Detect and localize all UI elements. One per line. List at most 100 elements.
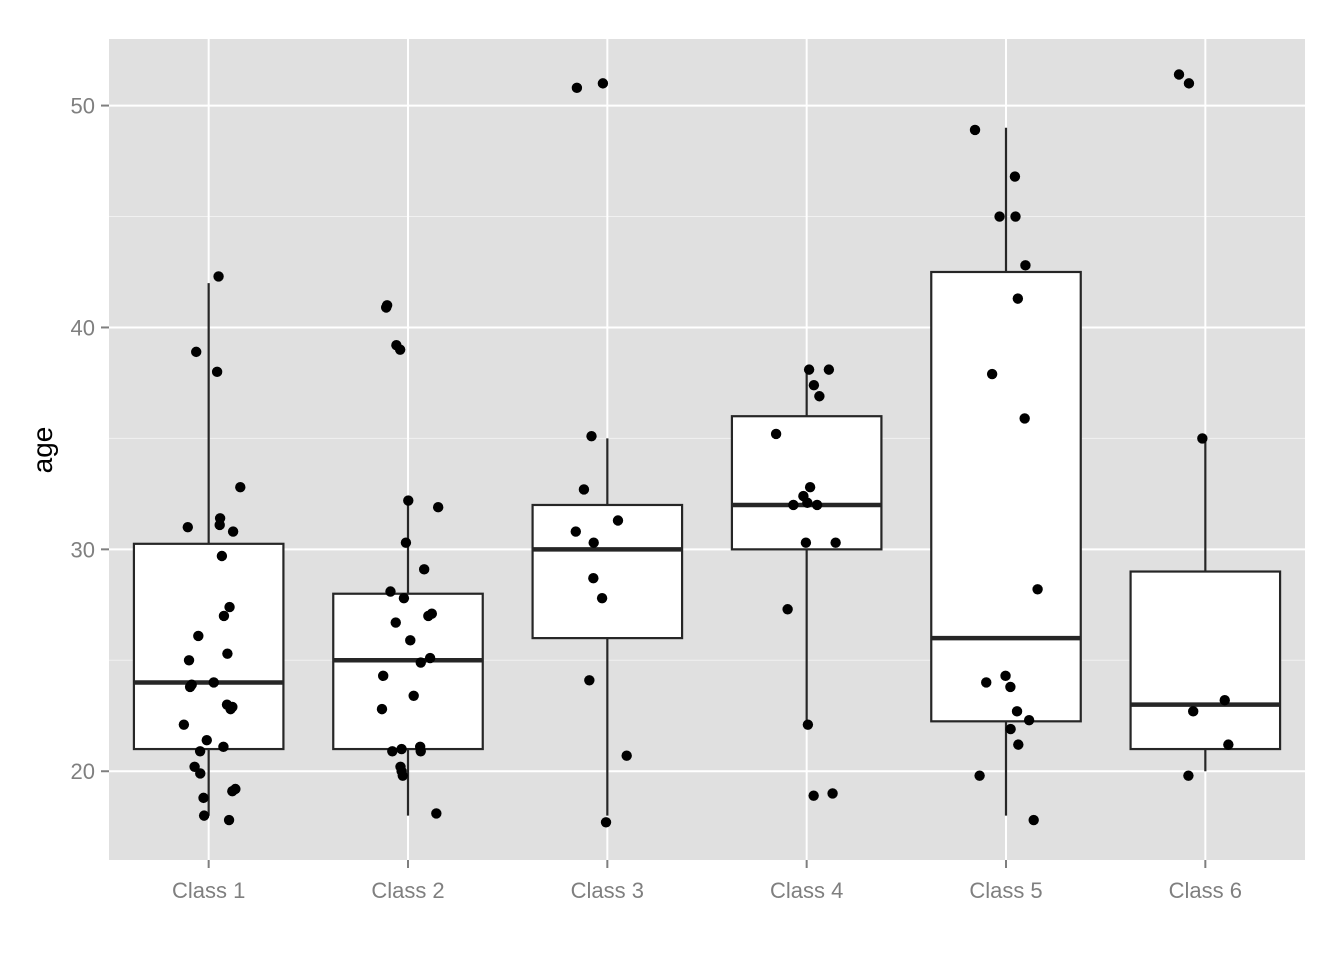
- data-point: [974, 770, 985, 781]
- data-point: [227, 526, 239, 537]
- data-point: [403, 495, 414, 506]
- data-point: [1028, 814, 1039, 826]
- data-point: [405, 635, 416, 646]
- data-point: [588, 572, 599, 584]
- data-point: [224, 601, 235, 613]
- data-point: [597, 78, 609, 89]
- data-point: [432, 501, 444, 513]
- data-point: [390, 617, 401, 628]
- data-point: [195, 768, 206, 779]
- data-point: [1011, 706, 1023, 717]
- data-point: [802, 719, 814, 730]
- x-tick-label: Class 5: [969, 878, 1042, 903]
- data-point: [415, 746, 426, 757]
- data-point: [398, 592, 410, 604]
- data-point: [198, 792, 209, 804]
- data-point: [808, 379, 820, 391]
- box: [531, 503, 684, 640]
- data-point: [570, 526, 581, 537]
- data-point: [578, 484, 590, 495]
- data-point: [227, 786, 238, 797]
- data-point: [994, 211, 1005, 222]
- data-point: [1173, 69, 1185, 80]
- data-point: [612, 515, 624, 526]
- plot-panel: [109, 39, 1305, 860]
- data-point: [418, 564, 430, 575]
- data-point: [596, 592, 608, 604]
- data-point: [802, 497, 813, 508]
- data-point: [830, 537, 841, 548]
- y-tick-label: 20: [71, 759, 95, 784]
- data-point: [396, 743, 407, 755]
- data-point: [1183, 78, 1195, 89]
- data-point: [387, 746, 398, 757]
- data-point: [823, 364, 835, 375]
- data-point: [223, 814, 235, 826]
- box: [930, 270, 1082, 723]
- data-point: [1020, 260, 1031, 271]
- data-point: [1005, 723, 1016, 735]
- data-point: [803, 364, 815, 375]
- data-point: [571, 82, 583, 94]
- data-point: [1219, 695, 1230, 706]
- data-point: [183, 655, 195, 666]
- data-point: [600, 817, 612, 828]
- data-point: [986, 368, 998, 380]
- data-point: [235, 482, 246, 493]
- y-tick-label: 50: [71, 94, 95, 119]
- data-point: [1000, 670, 1011, 682]
- data-point: [804, 482, 816, 493]
- data-point: [811, 499, 823, 511]
- x-tick-label: Class 1: [172, 878, 245, 903]
- data-point: [1023, 715, 1035, 726]
- data-point: [208, 677, 219, 688]
- data-point: [184, 681, 196, 693]
- data-point: [800, 537, 812, 548]
- data-point: [225, 703, 236, 715]
- data-point: [213, 271, 224, 282]
- data-point: [201, 734, 212, 746]
- data-point: [431, 808, 442, 819]
- data-point: [1197, 433, 1208, 444]
- data-point: [1187, 706, 1199, 717]
- data-point: [193, 630, 204, 642]
- data-point: [788, 499, 799, 511]
- data-point: [782, 604, 793, 615]
- data-point: [584, 675, 595, 686]
- data-point: [194, 746, 206, 757]
- y-axis-title: age: [27, 427, 58, 474]
- data-point: [381, 302, 392, 313]
- data-point: [424, 652, 436, 664]
- box: [730, 415, 883, 551]
- data-point: [394, 344, 406, 355]
- data-point: [1005, 681, 1016, 693]
- data-point: [1010, 211, 1021, 222]
- data-point: [969, 124, 981, 136]
- data-point: [198, 810, 210, 821]
- data-point: [770, 428, 782, 440]
- data-point: [1009, 171, 1021, 182]
- data-point: [981, 677, 992, 688]
- data-point: [1223, 739, 1234, 750]
- data-point: [191, 346, 202, 358]
- box: [132, 542, 285, 751]
- data-point: [621, 750, 632, 761]
- data-point: [178, 719, 190, 730]
- y-axis: 20 30 40 50: [71, 94, 109, 784]
- data-point: [1013, 739, 1024, 750]
- data-point: [385, 586, 396, 597]
- box-series: [132, 127, 1282, 816]
- data-point: [182, 521, 193, 533]
- data-point: [216, 550, 228, 562]
- data-point: [408, 690, 419, 701]
- data-point: [808, 790, 819, 801]
- data-point: [423, 610, 434, 622]
- data-point: [1012, 293, 1024, 304]
- data-point: [222, 648, 233, 659]
- x-tick-label: Class 2: [371, 878, 444, 903]
- data-point: [827, 788, 838, 799]
- y-tick-label: 40: [71, 315, 95, 340]
- data-point: [376, 703, 388, 715]
